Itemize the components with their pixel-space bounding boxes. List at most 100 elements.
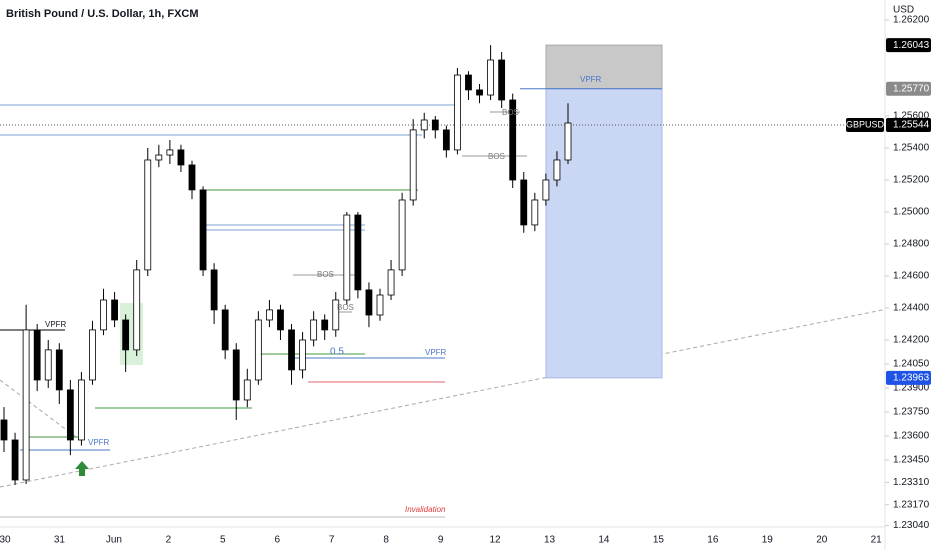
- annotation: VPFR: [88, 438, 110, 447]
- y-tick-label: 1.24600: [893, 271, 930, 282]
- candle-body: [509, 99, 517, 181]
- y-tick-label: 1.23600: [893, 431, 930, 442]
- annotation: BOS: [502, 108, 519, 117]
- y-tick-label: 1.26200: [893, 15, 930, 26]
- candle-body: [409, 129, 417, 201]
- candle-body: [531, 199, 539, 226]
- candle-body: [487, 59, 494, 96]
- candle-body: [177, 149, 185, 166]
- candle-body: [376, 294, 384, 316]
- chart-title: British Pound / U.S. Dollar, 1h, FXCM: [6, 8, 199, 20]
- y-tick-label: 1.24800: [893, 239, 930, 250]
- candle-body: [288, 329, 295, 371]
- y-tick-label: 1.24200: [893, 335, 930, 346]
- candle-body: [465, 74, 472, 91]
- price-label: 1.23963: [893, 373, 930, 384]
- symbol-label-box: [846, 117, 884, 132]
- y-tick-label: 1.24050: [893, 359, 930, 370]
- candle-body: [199, 189, 207, 271]
- candle-body: [188, 164, 196, 191]
- x-tick-label: 8: [383, 535, 389, 546]
- x-tick-label: 9: [438, 535, 444, 546]
- candle-body: [266, 309, 273, 321]
- y-tick-label: 1.24400: [893, 303, 930, 314]
- x-tick-label: 15: [653, 535, 665, 546]
- candle-body: [454, 74, 461, 151]
- candle-body: [111, 299, 118, 321]
- y-tick-label: 1.25600: [893, 111, 930, 122]
- candle-body: [354, 214, 362, 291]
- annotations: VPFR VPFR VPFR VPFR BOS BOS BOS BOS Inva…: [45, 75, 602, 514]
- x-tick-label: 30: [0, 535, 11, 546]
- candle-body: [365, 289, 373, 316]
- x-tick-label: 12: [489, 535, 501, 546]
- price-label: 1.25770: [893, 83, 930, 94]
- y-tick-label: 1.25000: [893, 207, 930, 218]
- symbol-label: GBPUSD: [846, 119, 885, 129]
- price-label: 1.25544: [893, 120, 930, 131]
- x-tick-label: 5: [220, 535, 226, 546]
- candle-body: [520, 179, 528, 226]
- candle-body: [100, 299, 107, 331]
- candle-body: [243, 379, 251, 401]
- candle-body: [310, 319, 318, 341]
- x-tick-label: 7: [329, 535, 335, 546]
- stop-zone: [545, 44, 663, 90]
- candle-body: [155, 154, 163, 161]
- x-tick-label: 2: [166, 535, 172, 546]
- x-tick-label: 19: [762, 535, 774, 546]
- x-tick-label: 13: [544, 535, 556, 546]
- y-tick-label: 1.23040: [893, 520, 930, 531]
- y-tick-label: 1.23750: [893, 407, 930, 418]
- y-tick-label: 1.25200: [893, 175, 930, 186]
- candle-body: [343, 214, 351, 301]
- y-tick-label: 1.25400: [893, 143, 930, 154]
- trendline: [0, 379, 81, 441]
- candle-body: [144, 159, 152, 271]
- candle-body: [332, 299, 340, 331]
- candle-body: [44, 349, 52, 381]
- candle-body: [442, 129, 450, 151]
- candle-body: [420, 119, 428, 131]
- candle-body: [0, 419, 8, 441]
- currency: USD: [893, 5, 914, 16]
- x-tick-label: 14: [598, 535, 610, 546]
- candle-body: [22, 329, 30, 481]
- x-tick-label: 20: [816, 535, 828, 546]
- candle-body: [166, 149, 174, 156]
- candle-body: [431, 119, 439, 131]
- candle-body: [210, 269, 218, 311]
- annotation: BOS: [488, 152, 505, 161]
- x-tick-label: 31: [54, 535, 66, 546]
- target-zone: [545, 88, 663, 379]
- candle-body: [299, 339, 306, 371]
- candle-body: [55, 349, 63, 391]
- fib-label: 0.5: [330, 347, 344, 358]
- candle-body: [553, 159, 561, 181]
- price-label-box: [886, 370, 931, 385]
- price-label: 1.26043: [893, 40, 930, 51]
- candle-body: [277, 309, 284, 331]
- candle-body: [11, 439, 19, 481]
- y-tick-label: 1.23170: [893, 499, 930, 510]
- candle-body: [564, 122, 572, 161]
- candle-body: [133, 269, 141, 351]
- x-tick-label: 6: [274, 535, 280, 546]
- annotation: Invalidation: [405, 505, 446, 514]
- candle-body: [387, 269, 395, 296]
- annotation: BOS: [337, 303, 354, 312]
- price-label-box: [886, 117, 931, 132]
- candle-body: [122, 319, 130, 351]
- price-label-box: [886, 81, 931, 96]
- price-label-box: [886, 38, 931, 53]
- candle-body: [476, 89, 483, 96]
- y-tick-label: 1.23450: [893, 455, 930, 466]
- arrow-up: [75, 461, 89, 476]
- candle-body: [542, 179, 550, 201]
- candle-body: [254, 319, 262, 381]
- candle-body: [89, 329, 96, 381]
- candle-body: [232, 349, 240, 401]
- y-tick-label: 1.23900: [893, 383, 930, 394]
